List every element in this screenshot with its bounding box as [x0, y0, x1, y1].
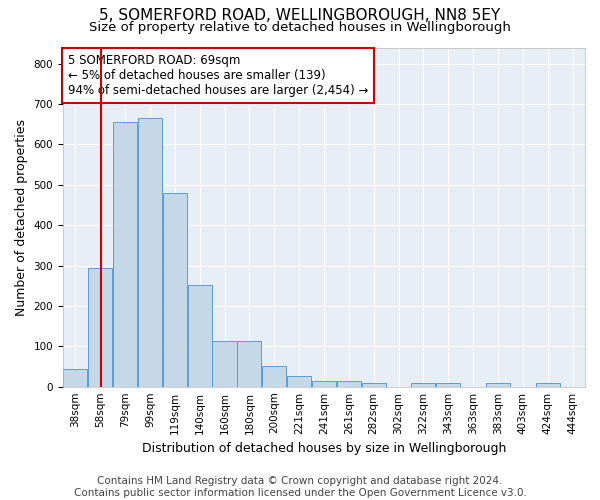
Bar — [262, 366, 286, 386]
X-axis label: Distribution of detached houses by size in Wellingborough: Distribution of detached houses by size … — [142, 442, 506, 455]
Bar — [412, 384, 436, 386]
Bar — [163, 193, 187, 386]
Bar — [212, 341, 236, 386]
Bar — [287, 376, 311, 386]
Bar — [188, 285, 212, 386]
Y-axis label: Number of detached properties: Number of detached properties — [15, 118, 28, 316]
Bar — [113, 122, 137, 386]
Bar — [312, 380, 336, 386]
Bar — [362, 384, 386, 386]
Bar — [486, 384, 510, 386]
Bar — [63, 368, 88, 386]
Bar — [88, 268, 112, 386]
Text: Size of property relative to detached houses in Wellingborough: Size of property relative to detached ho… — [89, 21, 511, 34]
Text: Contains HM Land Registry data © Crown copyright and database right 2024.
Contai: Contains HM Land Registry data © Crown c… — [74, 476, 526, 498]
Bar — [138, 118, 162, 386]
Bar — [536, 384, 560, 386]
Text: 5, SOMERFORD ROAD, WELLINGBOROUGH, NN8 5EY: 5, SOMERFORD ROAD, WELLINGBOROUGH, NN8 5… — [100, 8, 500, 22]
Text: 5 SOMERFORD ROAD: 69sqm
← 5% of detached houses are smaller (139)
94% of semi-de: 5 SOMERFORD ROAD: 69sqm ← 5% of detached… — [68, 54, 368, 98]
Bar — [337, 380, 361, 386]
Bar — [238, 341, 262, 386]
Bar — [436, 384, 460, 386]
